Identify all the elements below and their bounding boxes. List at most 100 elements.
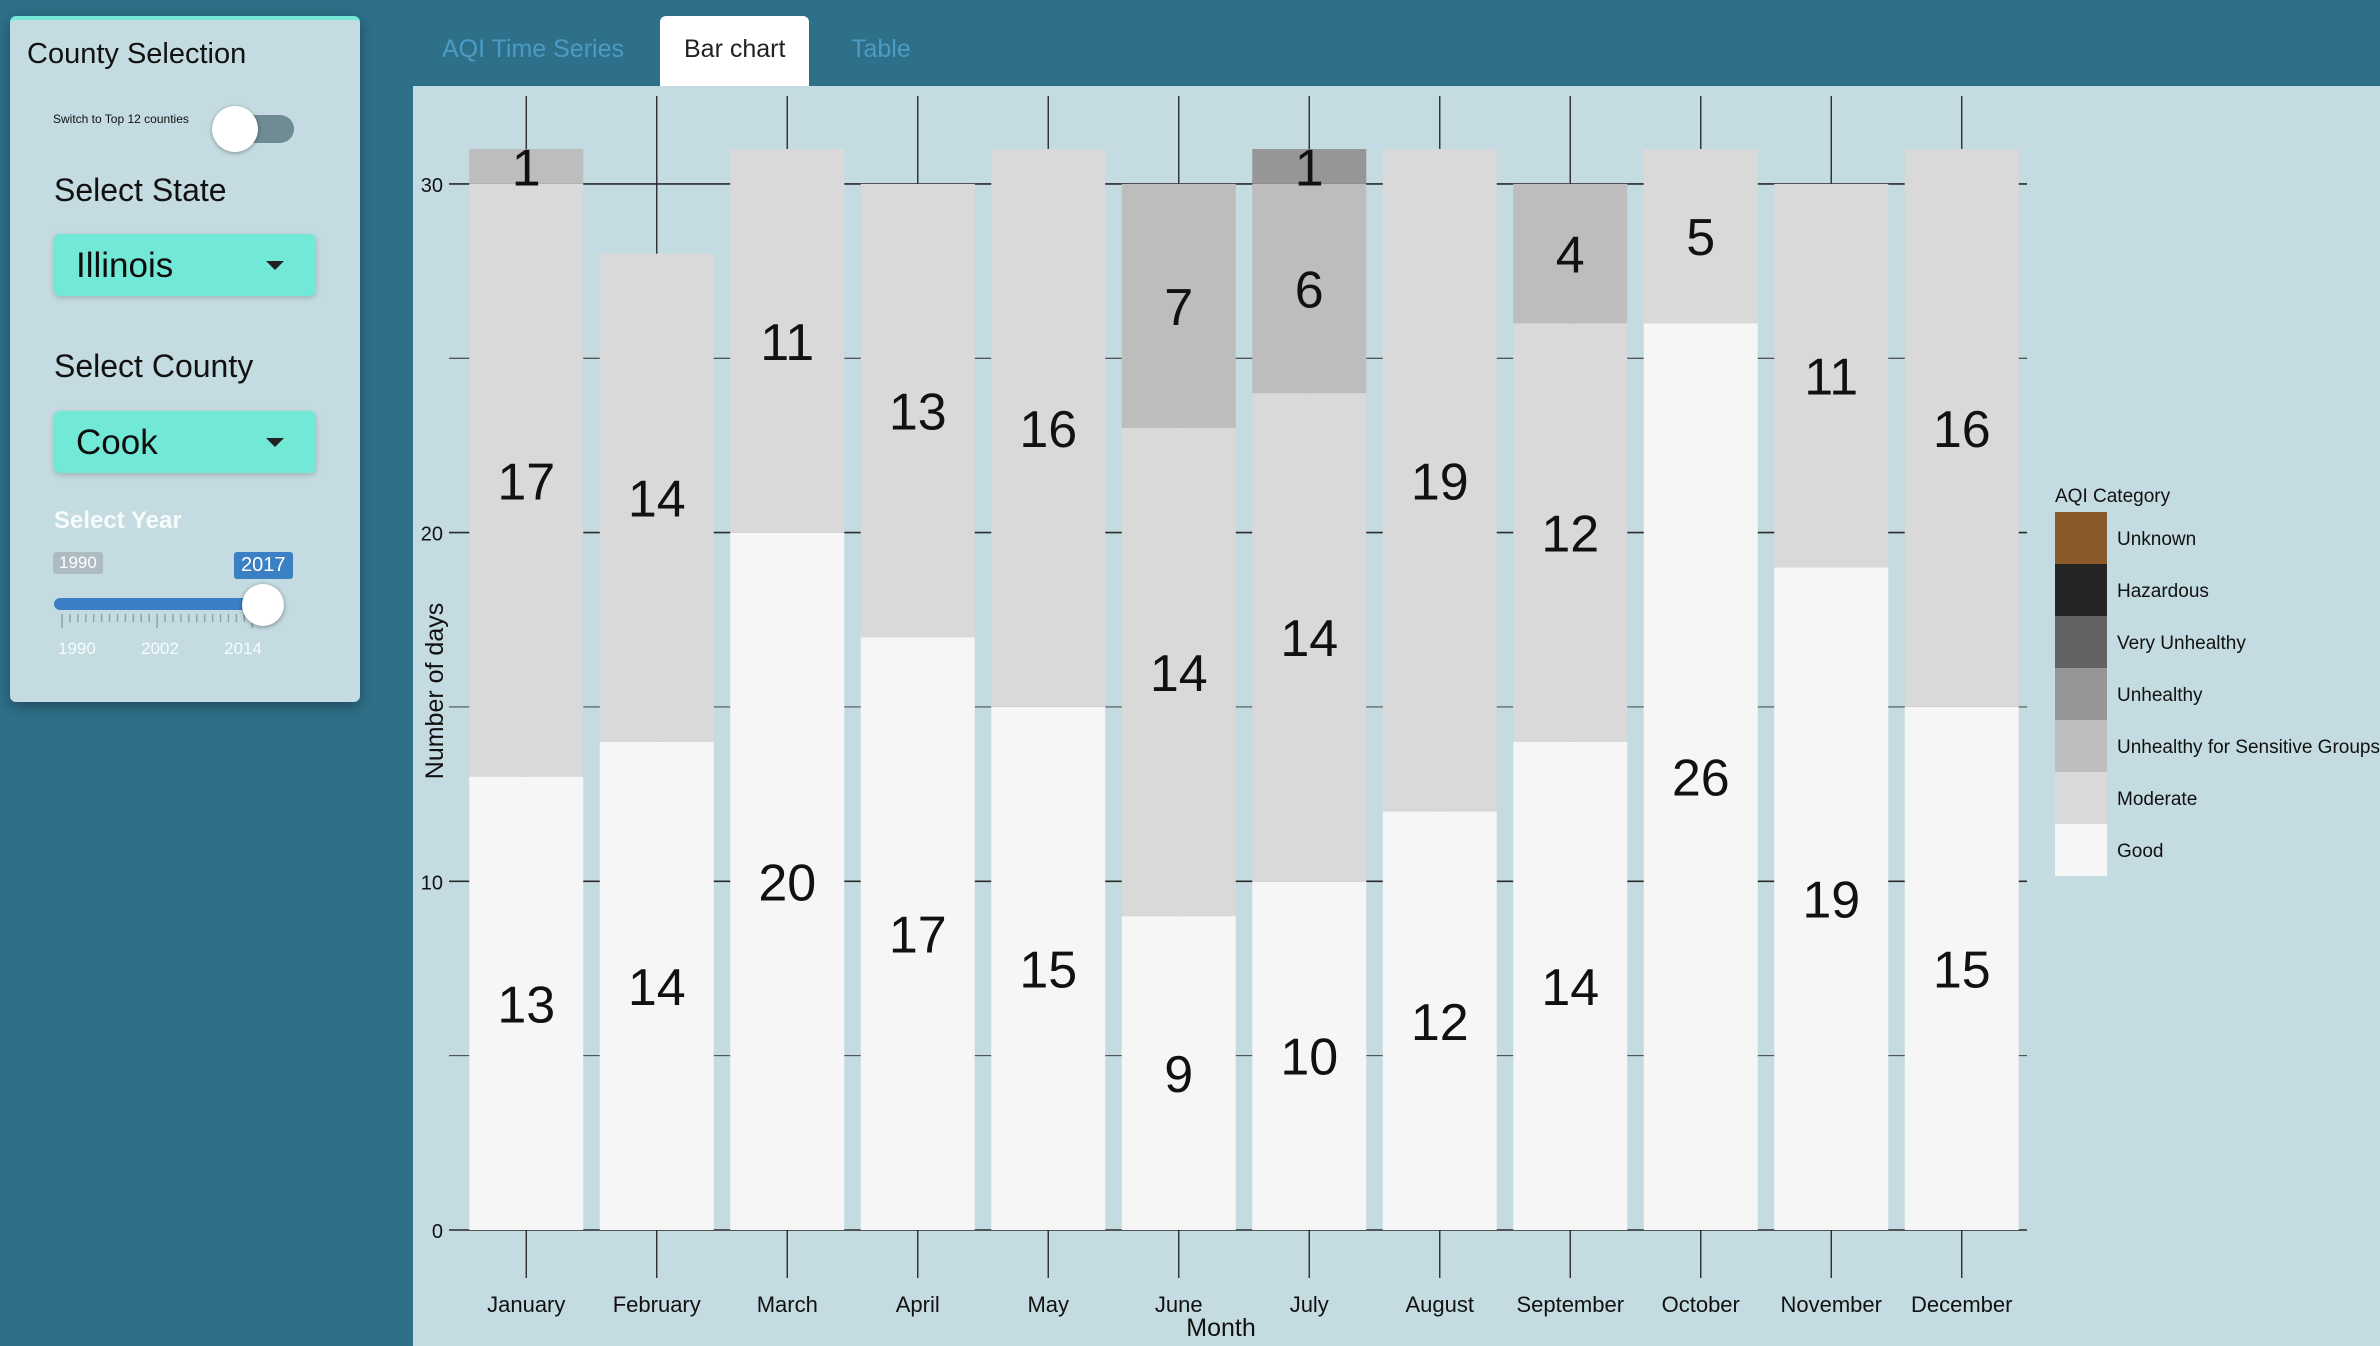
year-current-badge: 2017 [234,552,293,579]
bar-segment [599,741,714,1230]
year-min-badge: 1990 [53,552,103,574]
x-tick-label: December [1911,1292,2012,1317]
bar-value-label: 6 [1295,262,1324,320]
x-axis-title: Month [1186,1314,1255,1342]
toggle-knob[interactable] [212,106,258,152]
x-tick-label: January [487,1292,565,1317]
y-tick-label: 20 [421,524,443,546]
bar-value-label: 1 [512,139,541,197]
year-tick-label: 2002 [141,639,179,658]
bar-value-label: 26 [1672,750,1730,808]
bar-value-label: 11 [1804,349,1858,407]
bar-segment [1252,393,1367,882]
bar-value-label: 20 [758,854,816,912]
bar-segment [860,637,975,1230]
bar-segment [1513,323,1628,742]
bar-segment [1252,881,1367,1230]
bar-value-label: 15 [1019,941,1077,999]
x-tick-label: October [1662,1292,1740,1317]
legend-swatch [2055,772,2107,824]
bar-value-label: 9 [1164,1046,1193,1104]
state-dropdown[interactable]: Illinois [54,234,316,296]
y-tick-label: 0 [432,1221,443,1243]
bar-segment [1382,811,1497,1230]
bar-segment [1121,427,1236,917]
x-tick-label: November [1781,1292,1882,1317]
bar-value-label: 15 [1933,941,1991,999]
tab-table[interactable]: Table [851,35,911,63]
bar-value-label: 17 [497,453,555,511]
bar-segment [730,532,845,1230]
select-county-label: Select County [54,348,254,384]
bar-value-label: 7 [1164,279,1193,337]
bar-value-label: 14 [628,959,686,1017]
bar-segment [1774,183,1889,568]
legend-label: Good [2117,841,2163,862]
legend-label: Unknown [2117,529,2196,550]
legend-swatch [2055,668,2107,720]
year-slider-handle[interactable] [242,584,284,626]
panel-title: County Selection [27,38,247,70]
caret-down-icon [266,261,284,270]
legend-swatch [2055,616,2107,668]
bar-segment [1643,323,1758,1230]
bar-segment [1513,741,1628,1230]
bar-segment [599,253,714,742]
county-dropdown[interactable]: Cook [54,411,316,473]
tab-aqi-time-series[interactable]: AQI Time Series [442,35,624,63]
bar-value-label: 13 [889,384,947,442]
bar-segment [469,149,584,184]
caret-down-icon [266,438,284,447]
bar-value-label: 12 [1541,506,1599,564]
top-12-counties-toggle[interactable] [212,100,300,156]
legend-swatch [2055,564,2107,616]
bar-segment [1904,706,2019,1230]
legend-label: Unhealthy [2117,685,2203,706]
bar-segment [1121,183,1236,428]
bar-value-label: 1 [1295,139,1324,197]
bar-value-label: 13 [497,976,555,1034]
bar-value-label: 17 [889,907,947,965]
bar-segment [1121,916,1236,1230]
bar-value-label: 16 [1019,401,1077,459]
year-tick-label: 1990 [58,639,96,658]
bar-value-label: 19 [1802,872,1860,930]
aqi-bar-chart: 13171January1414February2011March1713Apr… [421,96,2380,1342]
legend-label: Very Unhealthy [2117,633,2246,654]
tab-bar-chart[interactable]: Bar chart [660,16,810,88]
bar-segment [1252,149,1367,184]
bar-value-label: 14 [1150,645,1208,703]
bar-segment [991,706,1106,1230]
x-tick-label: June [1155,1292,1203,1317]
select-state-label: Select State [54,172,227,208]
state-dropdown-value: Illinois [76,246,174,285]
y-tick-label: 10 [421,872,443,894]
bar-segment [469,776,584,1230]
bar-segment [1252,183,1367,394]
year-slider-track[interactable] [54,598,284,610]
bar-value-label: 19 [1411,453,1469,511]
bar-segment [1643,149,1758,324]
toggle-label: Switch to Top 12 counties [53,112,189,126]
x-tick-label: February [613,1292,701,1317]
county-selection-panel: County Selection Switch to Top 12 counti… [10,16,360,702]
bar-value-label: 14 [1280,610,1338,668]
bar-segment [730,149,845,533]
bar-segment [991,149,1106,707]
x-tick-label: May [1027,1292,1069,1317]
county-dropdown-value: Cook [76,423,158,462]
bar-segment [1382,149,1497,812]
x-tick-label: April [896,1292,940,1317]
bar-value-label: 4 [1556,227,1585,285]
x-tick-label: August [1406,1292,1475,1317]
bar-value-label: 5 [1686,209,1715,267]
bar-value-label: 16 [1933,401,1991,459]
legend-title: AQI Category [2055,486,2171,507]
y-axis-title: Number of days [421,603,449,779]
bar-segment [1774,567,1889,1230]
select-year-label: Select Year [54,507,182,534]
bar-value-label: 14 [1541,959,1599,1017]
bar-value-label: 14 [628,471,686,529]
bar-segment [469,183,584,777]
bar-segment [1904,149,2019,707]
